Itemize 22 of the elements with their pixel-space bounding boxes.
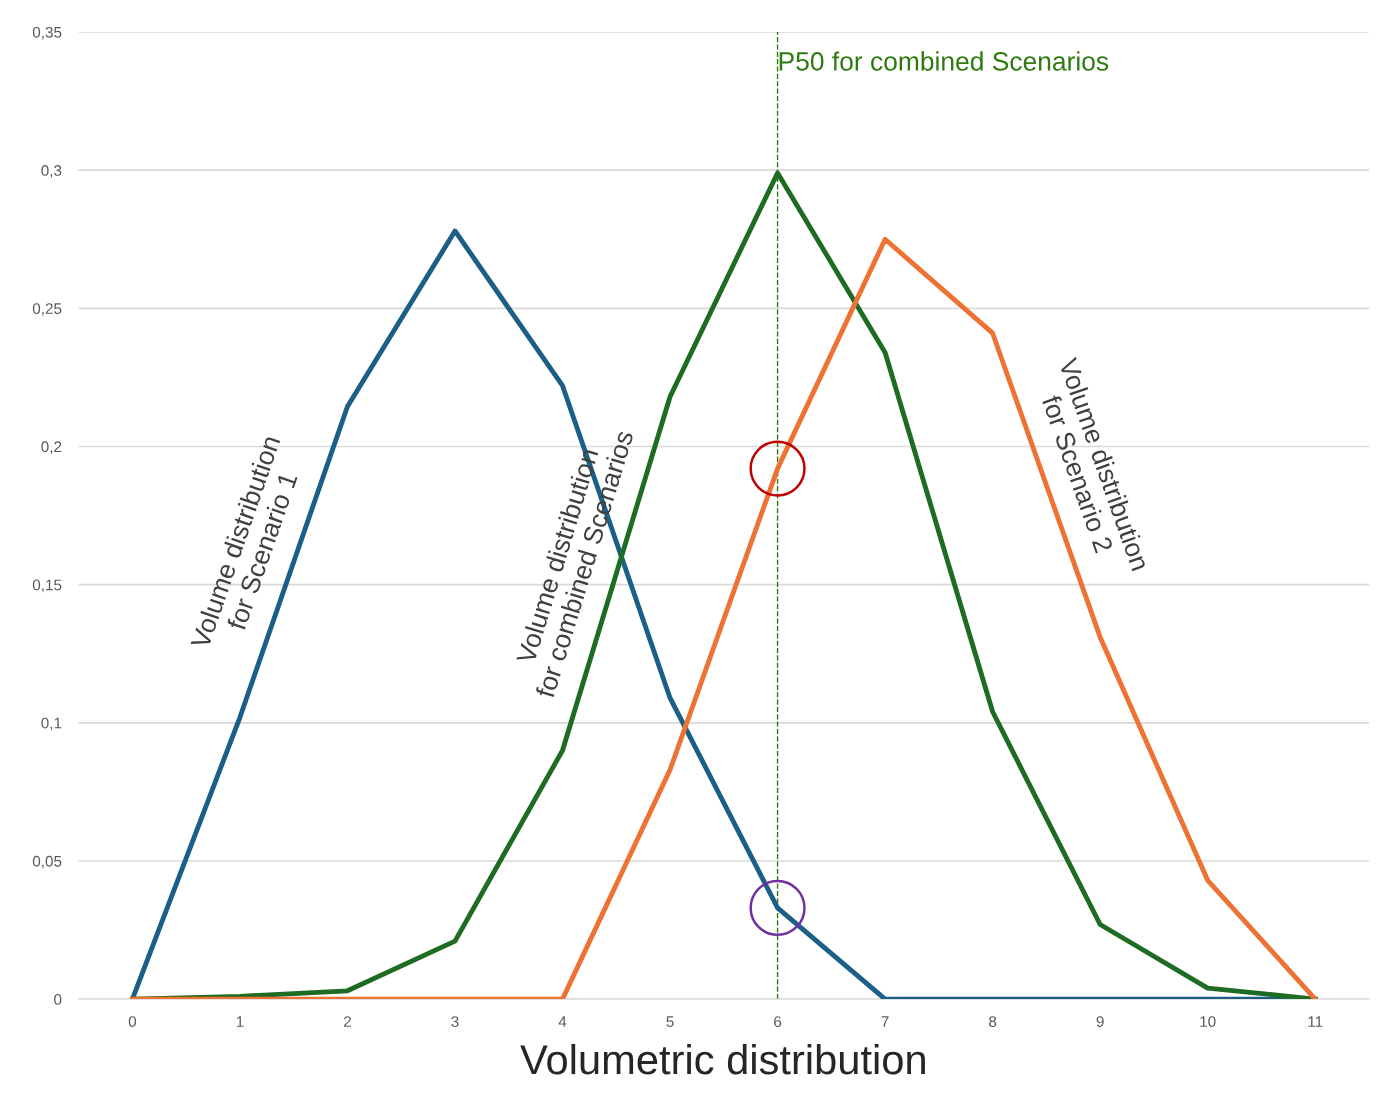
y-tick-label: 0,05	[32, 855, 62, 869]
x-tick-label: 3	[451, 1016, 459, 1028]
x-tick-label: 4	[558, 1016, 567, 1027]
y-tick-label: 0,15	[32, 579, 62, 593]
y-tick-label: 0,2	[41, 441, 62, 454]
x-tick-label: 2	[343, 1016, 351, 1027]
x-tick-label: 10	[1200, 1016, 1216, 1028]
y-tick-label: 0,35	[32, 26, 62, 40]
y-tick-label: 0,25	[32, 303, 62, 316]
x-tick-label: 1	[236, 1016, 244, 1027]
x-tick-label: 5	[666, 1016, 674, 1028]
y-tick-label: 0	[54, 993, 62, 1005]
x-tick-label: 7	[881, 1016, 889, 1027]
x-tick-label: 11	[1308, 1016, 1323, 1027]
y-tick-label: 0,1	[41, 717, 62, 731]
y-tick-label: 0,3	[41, 165, 62, 178]
ref-line-label: P50 for combined Scenarios	[779, 51, 1109, 71]
x-tick-label: 8	[989, 1016, 997, 1028]
x-tick-label: 9	[1096, 1016, 1104, 1028]
x-axis-title: Volumetric distribution	[520, 1043, 925, 1075]
x-tick-label: 0	[128, 1016, 137, 1028]
x-tick-label: 6	[774, 1016, 782, 1028]
